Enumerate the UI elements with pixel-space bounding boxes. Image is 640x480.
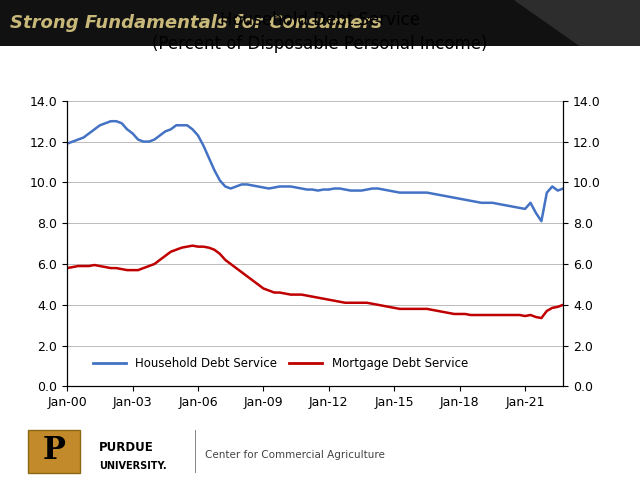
Household Debt Service xyxy=(434,192,442,198)
Text: Strong Fundamentals for Consumers: Strong Fundamentals for Consumers xyxy=(10,14,382,32)
Household Debt Service xyxy=(483,200,491,205)
Mortgage Debt Service xyxy=(467,312,474,318)
Text: PURDUE: PURDUE xyxy=(99,441,154,454)
Text: P: P xyxy=(43,435,66,466)
Household Debt Service xyxy=(538,218,545,224)
Household Debt Service xyxy=(107,118,115,124)
Mortgage Debt Service xyxy=(456,311,463,317)
FancyBboxPatch shape xyxy=(29,430,81,473)
Mortgage Debt Service xyxy=(63,265,71,271)
Line: Household Debt Service: Household Debt Service xyxy=(67,121,563,221)
Mortgage Debt Service xyxy=(461,311,469,317)
Household Debt Service xyxy=(363,187,371,192)
Mortgage Debt Service xyxy=(559,302,567,308)
Text: Center for Commercial Agriculture: Center for Commercial Agriculture xyxy=(205,450,385,460)
Mortgage Debt Service xyxy=(363,300,371,306)
Mortgage Debt Service xyxy=(538,315,545,321)
Household Debt Service xyxy=(63,141,71,146)
Mortgage Debt Service xyxy=(483,312,491,318)
Text: UNIVERSITY.: UNIVERSITY. xyxy=(99,461,167,470)
Mortgage Debt Service xyxy=(189,243,196,249)
Household Debt Service xyxy=(467,198,474,204)
Legend: Household Debt Service, Mortgage Debt Service: Household Debt Service, Mortgage Debt Se… xyxy=(88,352,473,375)
Mortgage Debt Service xyxy=(434,308,442,314)
Household Debt Service xyxy=(559,186,567,192)
Polygon shape xyxy=(515,0,640,46)
Text: Household Debt Service
(Percent of Disposable Personal Income): Household Debt Service (Percent of Dispo… xyxy=(152,11,488,53)
Household Debt Service xyxy=(456,196,463,202)
Line: Mortgage Debt Service: Mortgage Debt Service xyxy=(67,246,563,318)
Household Debt Service xyxy=(461,197,469,203)
